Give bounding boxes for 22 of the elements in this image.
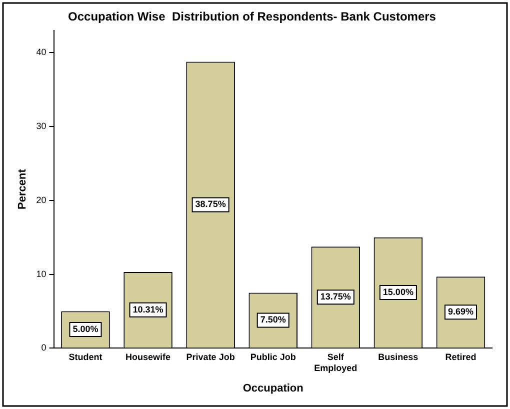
x-tick-label: Private Job: [186, 352, 236, 362]
x-tick-label: Business: [378, 352, 418, 362]
data-label: 7.50%: [260, 314, 286, 325]
x-tick-label: Student: [68, 352, 102, 362]
x-tick-label: Retired: [445, 352, 476, 362]
x-tick-label: Housewife: [126, 352, 171, 362]
x-axis-title: Occupation: [242, 382, 304, 394]
y-tick-label: 10: [36, 268, 46, 279]
data-label: 10.31%: [132, 304, 164, 314]
chart-title: Occupation Wise Distribution of Respondents- Bank Customers: [68, 10, 436, 24]
data-label: 5.00%: [72, 324, 98, 334]
y-tick-label: 0: [41, 342, 46, 353]
data-label: 13.75%: [320, 292, 351, 302]
data-label: 15.00%: [382, 287, 414, 298]
data-label: 38.75%: [195, 199, 226, 210]
x-tick-label: Self Employed: [314, 352, 358, 373]
x-tick-label: Public Job: [250, 352, 296, 362]
y-axis-title: Percent: [16, 168, 29, 210]
y-tick-label: 20: [36, 194, 46, 205]
data-label: 9.69%: [448, 306, 474, 317]
y-tick-label: 30: [36, 120, 46, 131]
y-tick-label: 40: [36, 47, 46, 58]
